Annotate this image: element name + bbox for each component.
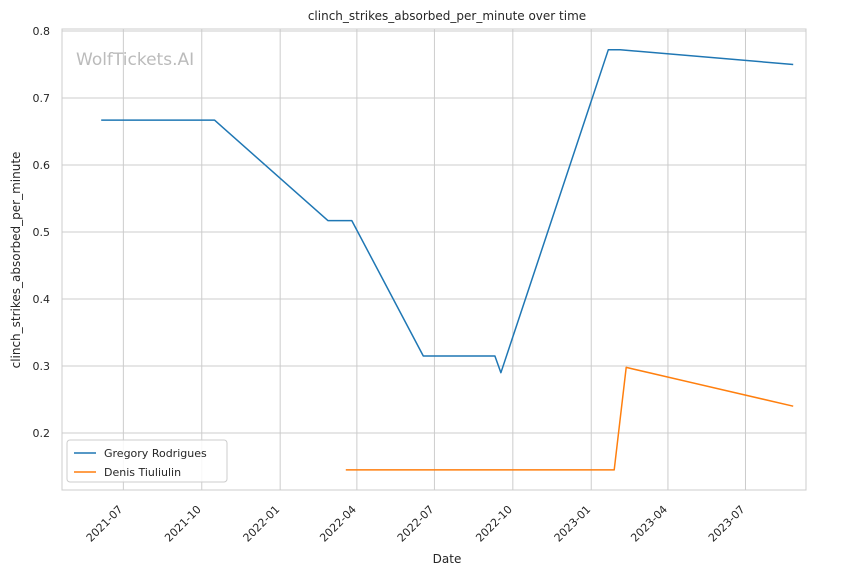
legend: Gregory Rodrigues Denis Tiuliulin xyxy=(66,439,228,483)
y-axis-label: clinch_strikes_absorbed_per_minute xyxy=(9,152,23,369)
series-line-0 xyxy=(101,49,794,374)
grid-lines xyxy=(62,29,806,490)
legend-label: Denis Tiuliulin xyxy=(104,466,181,479)
y-tick-label: 0.6 xyxy=(33,159,51,172)
y-tick-labels: 0.2 0.3 0.4 0.5 0.6 0.7 0.8 xyxy=(33,25,51,440)
y-tick-label: 0.2 xyxy=(33,427,51,440)
legend-label: Gregory Rodrigues xyxy=(104,447,207,460)
y-tick-label: 0.7 xyxy=(33,92,51,105)
legend-box xyxy=(66,439,228,483)
plot-frame xyxy=(61,28,807,491)
y-tick-label: 0.4 xyxy=(33,293,51,306)
chart-title: clinch_strikes_absorbed_per_minute over … xyxy=(308,9,586,23)
plot-area: WolfTickets.AI xyxy=(61,28,807,491)
series-line-1 xyxy=(345,366,794,471)
watermark-text: WolfTickets.AI xyxy=(76,50,194,70)
y-tick-label: 0.3 xyxy=(33,360,51,373)
series-lines xyxy=(101,49,794,471)
y-tick-label: 0.8 xyxy=(33,25,51,38)
x-axis-label: Date xyxy=(433,552,462,566)
y-tick-label: 0.5 xyxy=(33,226,51,239)
